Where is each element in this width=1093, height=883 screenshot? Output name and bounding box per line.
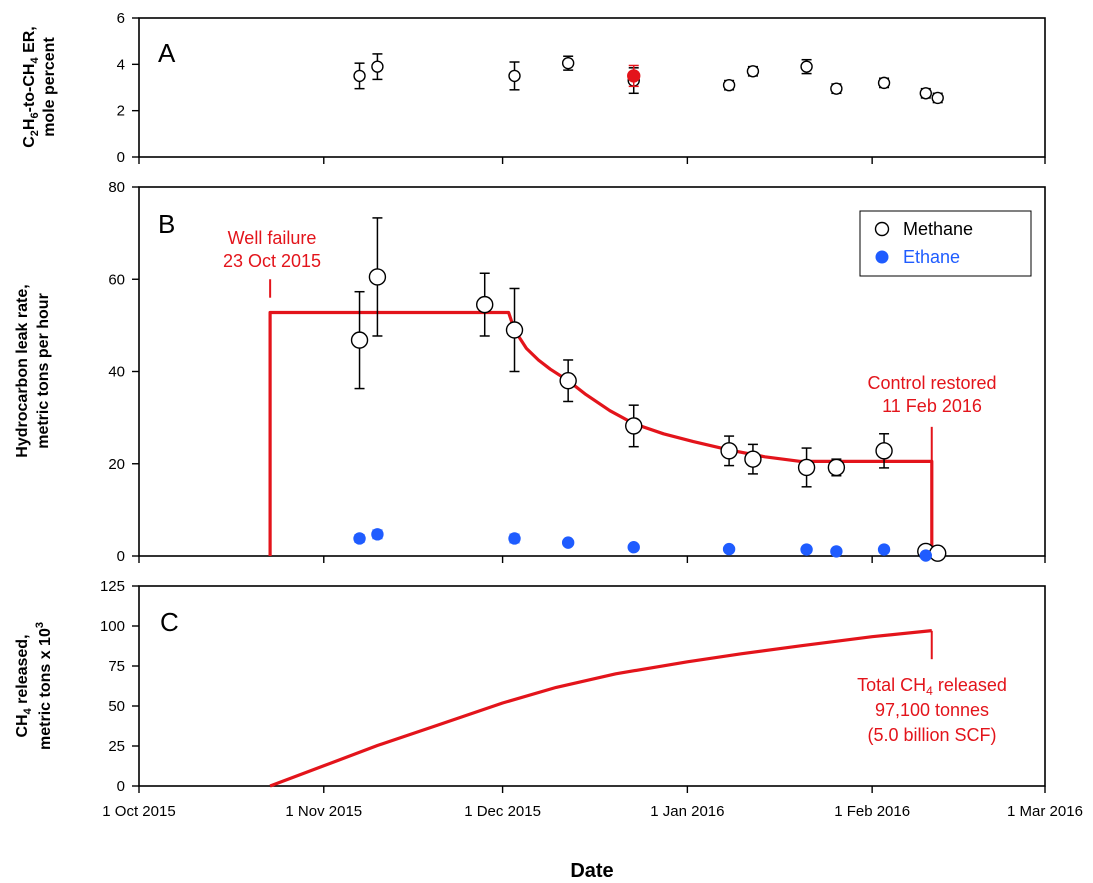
well-failure-date: 23 Oct 2015 [223,251,321,271]
y-tick-label: 125 [100,578,125,595]
panel-b-ylabel-line2: metric tons per hour [35,293,52,449]
cumulative-release-line [269,629,932,788]
panel-a-point [508,69,521,83]
panel-a-point [830,82,843,95]
panel-a-point [561,56,575,70]
ethane-point [830,545,843,558]
total-released-scf: (5.0 billion SCF) [867,725,996,745]
panel-c: C CH4 released, metric tons x 103 0 25 50 7… [14,578,1046,795]
legend-box [859,210,1032,277]
methane-point [625,417,643,435]
panel-c-lines [269,629,933,788]
panel-a-point [746,65,760,78]
methane-point [797,458,816,477]
total-released-label: Total CH4 released [857,675,1007,698]
x-tick-label: 1 Oct 2015 [102,803,175,820]
control-restored-date: 11 Feb 2016 [882,396,982,416]
panel-c-y-ticks: 0 25 50 75 100 125 [100,578,139,795]
y-tick-label: 60 [108,271,125,288]
well-failure-label: Well failure [228,228,317,248]
y-tick-label: 100 [100,618,125,635]
methane-point [827,458,846,477]
legend-methane-marker [874,221,890,237]
legend-ethane-marker [875,250,889,264]
panel-a-point [371,60,384,73]
x-tick-label: 1 Jan 2016 [650,803,724,820]
panel-b-y-ticks: 0 20 40 60 80 [108,179,139,565]
y-tick-label: 40 [108,364,125,381]
x-tick-label: 1 Feb 2016 [834,803,910,820]
ethane-point [561,536,575,549]
methane-point [720,442,738,460]
x-axis-label: Date [570,860,613,882]
y-tick-label: 80 [108,179,125,196]
legend: Methane Ethane [859,210,1032,277]
ethane-point [919,549,932,562]
ethane-point [371,528,384,541]
panel-b-lines [268,279,934,556]
panel-a-point [722,78,736,92]
methane-point [875,442,893,460]
y-tick-label: 25 [108,738,125,755]
panel-c-letter: C [160,607,179,637]
ethane-point [722,542,736,556]
ethane-point [627,541,640,554]
y-tick-label: 75 [108,658,125,675]
panel-a: A C2H6-to-CH4 ER, mole percent 0 2 4 6 [21,10,1046,166]
panel-a-point [877,76,891,90]
y-tick-label: 6 [117,10,125,27]
panel-b-letter: B [158,209,175,239]
panel-a-point [800,60,813,73]
y-tick-label: 0 [117,778,125,795]
panel-c-ylabel-line2: metric tons x 103 [34,622,54,750]
panel-c-frame [138,585,1046,787]
y-tick-label: 0 [117,149,125,166]
panel-a-y-ticks: 0 2 4 6 [117,10,139,166]
methane-point [744,450,762,468]
legend-methane-label: Methane [903,219,973,239]
panel-c-ylabel-line1: CH4 released, [14,634,34,737]
panel-a-point [919,87,932,100]
panel-a-ylabel-line1: C2H6-to-CH4 ER, [21,26,41,148]
y-tick-label: 50 [108,698,125,715]
methane-point [559,372,577,390]
panel-a-marks [353,53,944,105]
legend-ethane-label: Ethane [903,247,960,267]
x-axis-ticks: 1 Oct 2015 1 Nov 2015 1 Dec 2015 1 Jan 2016… [102,157,1083,820]
panel-a-point [353,69,366,83]
panel-b-marks [350,217,947,562]
control-restored-label: Control restored [867,373,996,393]
x-tick-label: 1 Dec 2015 [464,803,541,820]
ethane-point [353,532,366,545]
y-tick-label: 4 [117,56,125,73]
x-tick-label: 1 Mar 2016 [1007,803,1083,820]
panel-a-red-point [627,69,641,83]
methane-point [929,544,947,562]
y-tick-label: 20 [108,456,125,473]
total-released-tonnes: 97,100 tonnes [875,700,989,720]
ethane-point [800,543,813,556]
y-tick-label: 0 [117,548,125,565]
x-tick-label: 1 Nov 2015 [285,803,362,820]
methane-point [505,321,524,339]
panel-a-point [931,91,944,105]
methane-point [350,331,369,349]
panel-b: B Hydrocarbon leak rate, metric tons per… [14,179,1046,565]
methane-point [476,295,494,314]
panel-a-frame [138,17,1046,158]
panel-b-ylabel-line1: Hydrocarbon leak rate, [14,284,31,457]
ethane-point [877,543,891,556]
panel-a-letter: A [158,38,176,68]
leak-rate-model-line [268,310,934,556]
ethane-point [508,532,521,545]
methane-point [368,268,387,286]
panel-a-ylabel-line2: mole percent [41,37,58,137]
y-tick-label: 2 [117,103,125,120]
